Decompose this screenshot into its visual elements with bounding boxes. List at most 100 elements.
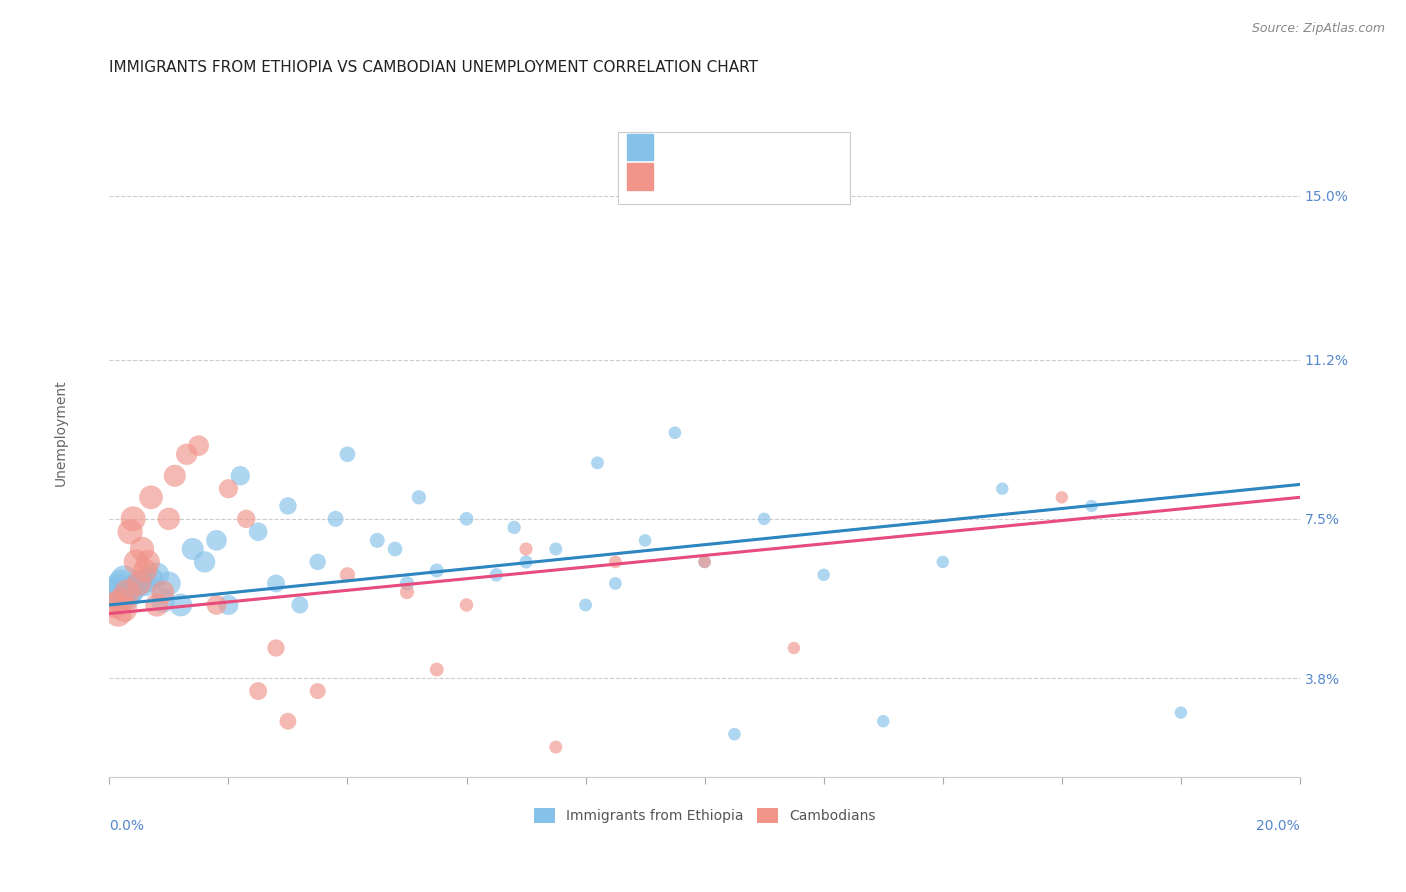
Point	[288, 598, 311, 612]
Point	[139, 491, 162, 505]
Point	[247, 524, 270, 539]
Text: 0.219: 0.219	[703, 169, 754, 184]
Point	[163, 468, 186, 483]
Point	[134, 564, 156, 578]
Point	[586, 456, 609, 470]
Point	[139, 572, 162, 586]
Legend: Immigrants from Ethiopia, Cambodians: Immigrants from Ethiopia, Cambodians	[529, 803, 882, 829]
Text: 36: 36	[811, 169, 834, 184]
Point	[544, 739, 567, 754]
Point	[122, 512, 145, 526]
Point	[693, 555, 716, 569]
Point	[1050, 491, 1073, 505]
Point	[128, 576, 150, 591]
Point	[176, 447, 198, 461]
Text: R =: R =	[665, 169, 700, 184]
Point	[157, 576, 180, 591]
Text: 0.270: 0.270	[703, 139, 754, 154]
Point	[205, 533, 228, 548]
Point	[395, 576, 418, 591]
Point	[122, 581, 145, 595]
Point	[307, 555, 329, 569]
Text: 20.0%: 20.0%	[1256, 819, 1301, 832]
Point	[1170, 706, 1192, 720]
Point	[217, 598, 239, 612]
Point	[515, 555, 537, 569]
Point	[107, 607, 129, 621]
Point	[325, 512, 347, 526]
Point	[336, 567, 359, 582]
Text: Unemployment: Unemployment	[53, 379, 67, 486]
Point	[991, 482, 1014, 496]
Point	[605, 555, 627, 569]
Text: Source: ZipAtlas.com: Source: ZipAtlas.com	[1251, 22, 1385, 36]
Bar	[617, 132, 849, 204]
Point	[157, 512, 180, 526]
Point	[813, 567, 835, 582]
Point	[264, 640, 287, 655]
Text: R =: R =	[665, 139, 700, 154]
Point	[115, 590, 138, 604]
Point	[146, 598, 169, 612]
Point	[187, 439, 209, 453]
Point	[115, 585, 138, 599]
Point	[395, 585, 418, 599]
Point	[1080, 499, 1102, 513]
Point	[110, 593, 132, 607]
Point	[384, 541, 406, 556]
Point	[574, 598, 596, 612]
Point	[544, 541, 567, 556]
Point	[181, 541, 204, 556]
Point	[408, 491, 430, 505]
Point	[366, 533, 388, 548]
Point	[229, 468, 252, 483]
Bar	[627, 163, 654, 189]
Point	[754, 512, 776, 526]
Point	[193, 555, 215, 569]
Point	[112, 572, 135, 586]
Text: IMMIGRANTS FROM ETHIOPIA VS CAMBODIAN UNEMPLOYMENT CORRELATION CHART: IMMIGRANTS FROM ETHIOPIA VS CAMBODIAN UN…	[110, 60, 758, 75]
Point	[152, 593, 174, 607]
Point	[634, 533, 657, 548]
Point	[932, 555, 955, 569]
Point	[426, 663, 449, 677]
Point	[170, 598, 193, 612]
Point	[152, 585, 174, 599]
Point	[426, 564, 449, 578]
Text: 50: 50	[811, 139, 834, 154]
Point	[107, 581, 129, 595]
Point	[307, 684, 329, 698]
Point	[217, 482, 239, 496]
Point	[146, 567, 169, 582]
Point	[136, 555, 159, 569]
Point	[110, 576, 132, 591]
Point	[104, 585, 127, 599]
Text: N =: N =	[763, 169, 808, 184]
Point	[456, 512, 478, 526]
Point	[277, 499, 299, 513]
Point	[128, 576, 150, 591]
Point	[235, 512, 257, 526]
Point	[723, 727, 745, 741]
Point	[664, 425, 686, 440]
Point	[131, 541, 153, 556]
Point	[783, 640, 806, 655]
Point	[605, 576, 627, 591]
Point	[264, 576, 287, 591]
Point	[134, 576, 156, 591]
Point	[247, 684, 270, 698]
Point	[205, 598, 228, 612]
Point	[503, 520, 526, 534]
Point	[120, 585, 142, 599]
Point	[872, 714, 894, 729]
Point	[485, 567, 508, 582]
Text: 0.0%: 0.0%	[110, 819, 145, 832]
Point	[693, 555, 716, 569]
Point	[456, 598, 478, 612]
Point	[515, 541, 537, 556]
Point	[104, 598, 127, 612]
Point	[125, 555, 148, 569]
Bar	[627, 134, 654, 160]
Text: N =: N =	[763, 139, 808, 154]
Point	[336, 447, 359, 461]
